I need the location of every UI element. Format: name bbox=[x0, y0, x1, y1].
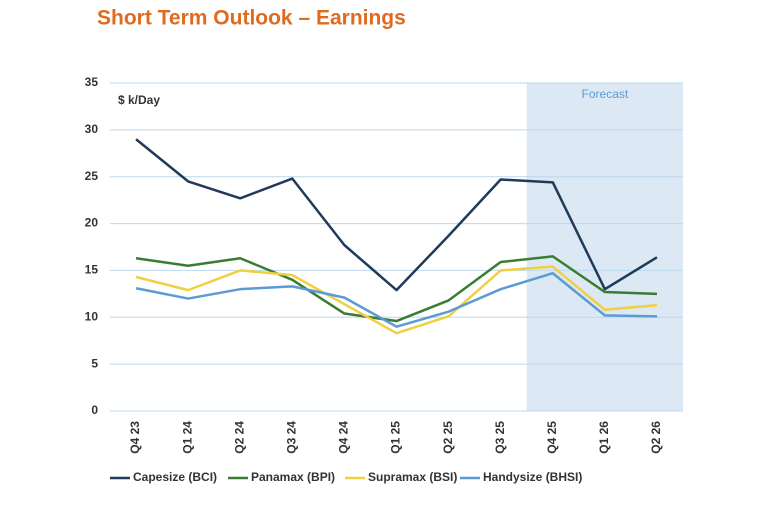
legend-label: Supramax (BSI) bbox=[368, 470, 457, 484]
x-tick-label: Q2 24 bbox=[232, 421, 246, 454]
chart-title: Short Term Outlook – Earnings bbox=[97, 7, 406, 30]
y-tick-label: 5 bbox=[91, 356, 98, 370]
y-tick-label: 30 bbox=[85, 122, 99, 136]
x-tick-label: Q1 25 bbox=[389, 421, 403, 454]
y-tick-label: 15 bbox=[85, 263, 99, 277]
forecast-region bbox=[526, 83, 683, 411]
y-tick-label: 0 bbox=[91, 403, 98, 417]
y-axis-label: $ k/Day bbox=[118, 93, 160, 107]
forecast-label: Forecast bbox=[582, 87, 629, 101]
y-tick-label: 25 bbox=[85, 169, 99, 183]
x-tick-label: Q2 26 bbox=[649, 421, 663, 454]
series-line bbox=[135, 265, 658, 335]
series-line bbox=[135, 255, 657, 323]
x-tick-label: Q4 23 bbox=[128, 421, 142, 454]
x-tick-label: Q1 24 bbox=[180, 421, 194, 454]
series-line bbox=[135, 271, 657, 328]
legend-label: Capesize (BCI) bbox=[133, 470, 217, 484]
x-tick-label: Q2 25 bbox=[441, 421, 455, 454]
y-tick-label: 20 bbox=[85, 216, 99, 230]
series-line bbox=[135, 138, 658, 292]
legend-label: Handysize (BHSI) bbox=[483, 470, 582, 484]
x-tick-label: Q4 24 bbox=[337, 421, 351, 454]
y-tick-label: 10 bbox=[85, 309, 99, 323]
x-tick-label: Q3 25 bbox=[493, 421, 507, 454]
x-tick-label: Q3 24 bbox=[284, 421, 298, 454]
legend-label: Panamax (BPI) bbox=[251, 470, 335, 484]
x-tick-label: Q4 25 bbox=[545, 421, 559, 454]
x-tick-label: Q1 26 bbox=[597, 421, 611, 454]
y-tick-label: 35 bbox=[85, 75, 99, 89]
